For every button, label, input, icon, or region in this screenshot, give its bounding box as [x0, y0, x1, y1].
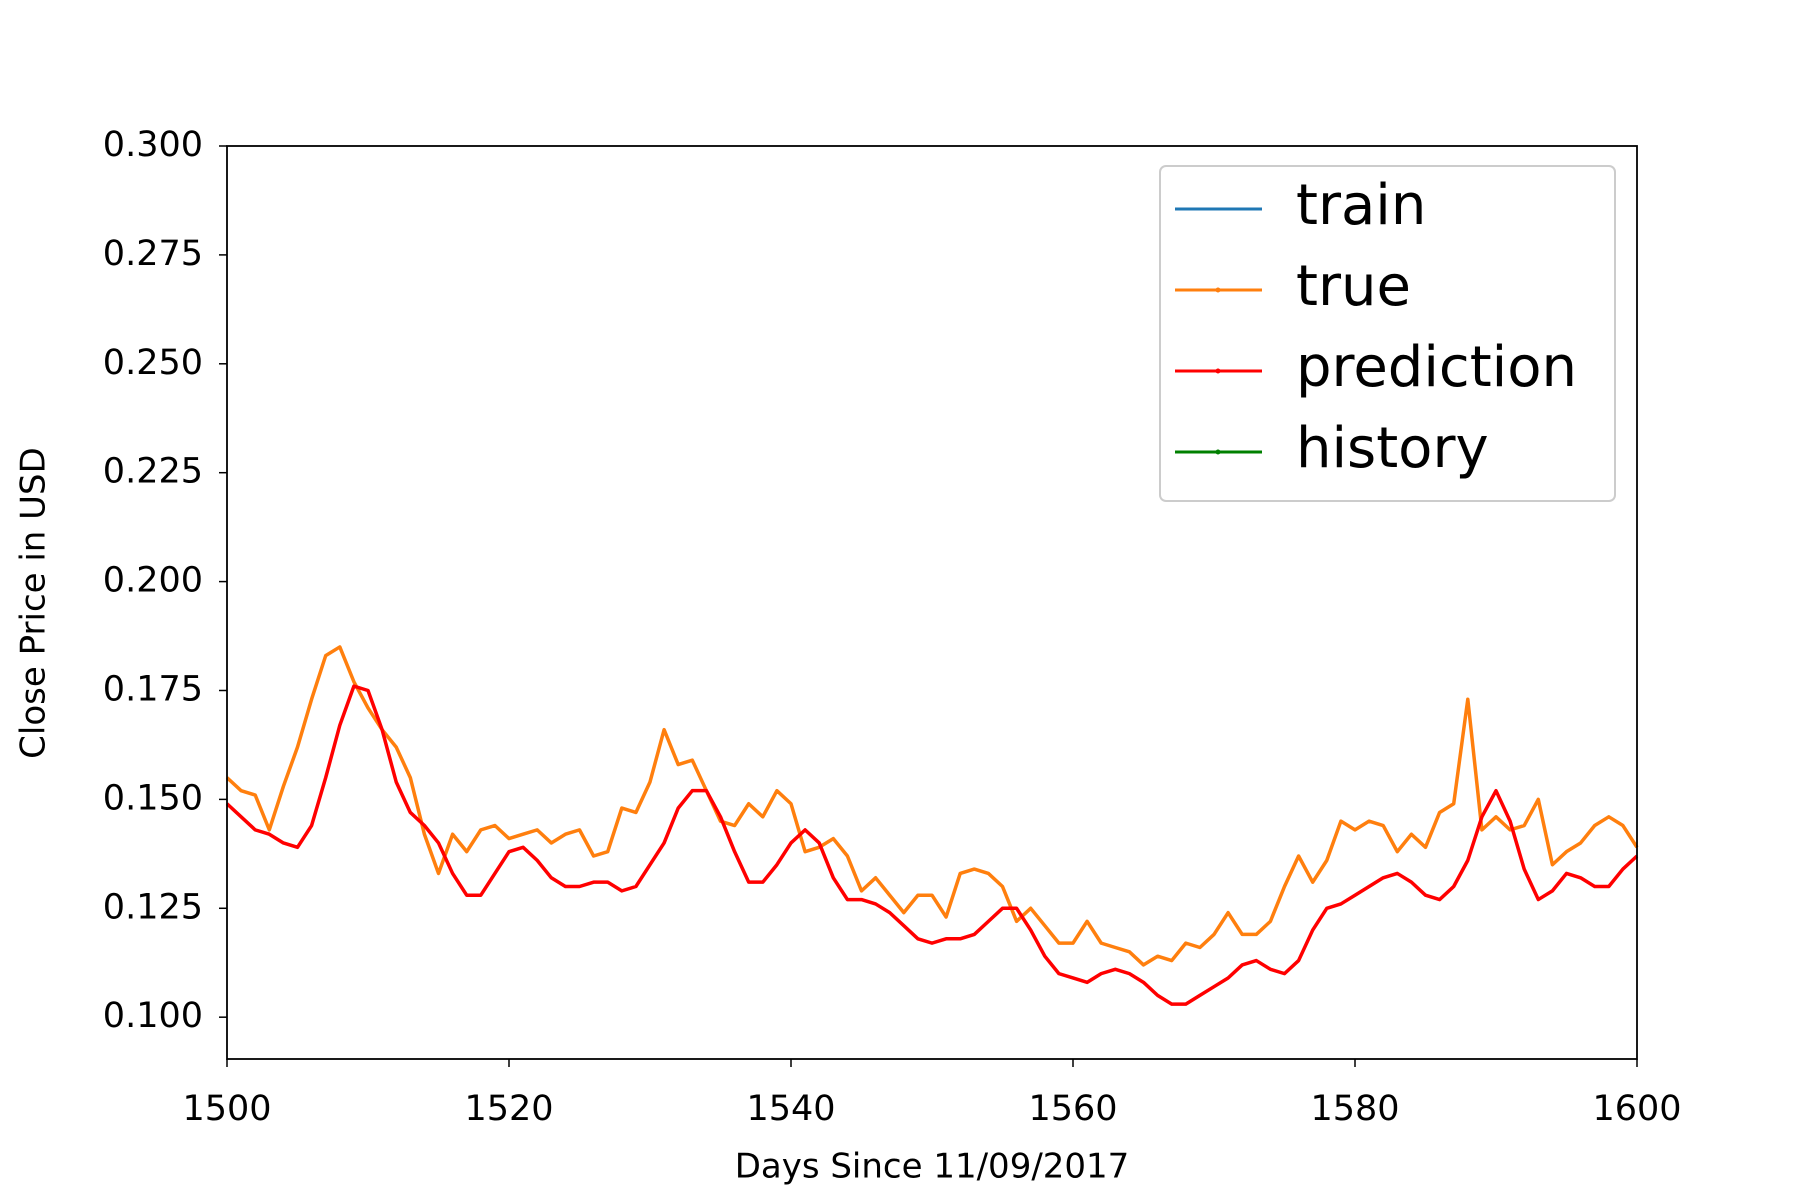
x-tick-label: 1560 — [1028, 1089, 1117, 1129]
legend-label: true — [1296, 254, 1411, 319]
x-tick-label: 1520 — [464, 1089, 553, 1129]
y-tick-label: 0.275 — [103, 234, 203, 274]
x-tick-label: 1500 — [182, 1089, 271, 1129]
legend-marker — [1215, 287, 1221, 293]
legend-label: history — [1296, 416, 1489, 481]
legend-marker — [1215, 449, 1221, 455]
y-tick-label: 0.100 — [103, 996, 203, 1036]
legend: train true prediction history — [1159, 165, 1616, 502]
y-tick-label: 0.300 — [103, 125, 203, 165]
y-axis-label: Close Price in USD — [14, 447, 54, 759]
y-tick-label: 0.175 — [103, 669, 203, 709]
x-axis-label: Days Since 11/09/2017 — [735, 1147, 1130, 1187]
x-tick-label: 1580 — [1310, 1089, 1399, 1129]
y-tick-label: 0.225 — [103, 452, 203, 492]
plot-frame — [226, 145, 1638, 1060]
y-tick-label: 0.125 — [103, 887, 203, 927]
y-tick-label: 0.150 — [103, 778, 203, 818]
series-line — [225, 684, 1639, 1006]
legend-frame — [1159, 165, 1616, 502]
y-tick-label: 0.200 — [103, 561, 203, 601]
x-tick-label: 1540 — [746, 1089, 835, 1129]
y-tick-label: 0.250 — [103, 343, 203, 383]
legend-label: train — [1296, 173, 1426, 238]
series-line — [225, 645, 1639, 967]
x-tick-label: 1600 — [1592, 1089, 1681, 1129]
legend-marker — [1215, 368, 1221, 374]
legend-label: prediction — [1296, 335, 1577, 400]
